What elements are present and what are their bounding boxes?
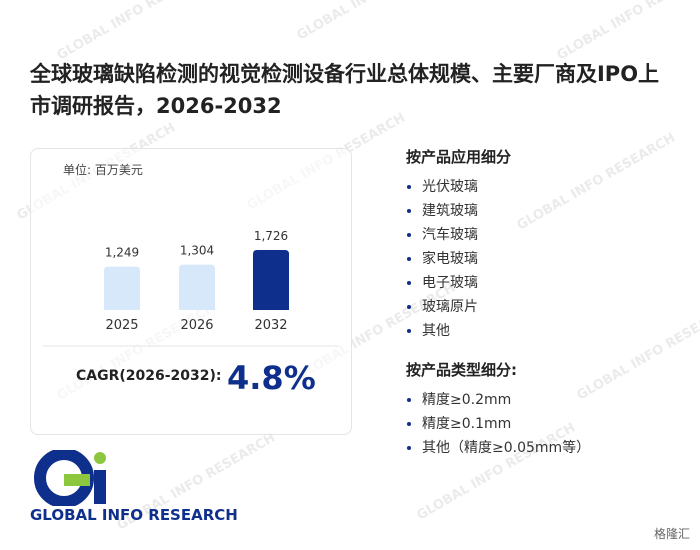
section-heading: 按产品应用细分 — [406, 148, 512, 166]
watermark: GLOBAL INFO RESEARCH — [55, 0, 218, 63]
source-badge: 格隆汇 — [653, 527, 690, 541]
list-item: 电子玻璃 — [422, 271, 696, 295]
list-item: 光伏玻璃 — [422, 175, 696, 199]
cagr-label: CAGR(2026-2032): — [76, 368, 222, 384]
value-label: 1,726 — [254, 229, 288, 243]
x-tick-label: 2032 — [254, 318, 287, 333]
bar — [179, 264, 215, 310]
item-list: 光伏玻璃建筑玻璃汽车玻璃家电玻璃电子玻璃玻璃原片其他 — [406, 175, 696, 343]
chart: 单位: 百万美元 CAGR(2026-2032): 4.8% 1,249 2025… — [43, 162, 339, 397]
cagr-value: 4.8% — [227, 359, 316, 397]
section-heading: 按产品类型细分: — [406, 361, 517, 379]
list-item: 家电玻璃 — [422, 247, 696, 271]
list-item: 精度≥0.2mm — [422, 388, 696, 412]
chart-card: 单位: 百万美元 CAGR(2026-2032): 4.8% 1,249 2025… — [30, 148, 352, 435]
list-item: 精度≥0.1mm — [422, 412, 696, 436]
section: 按产品类型细分: 精度≥0.2mm精度≥0.1mm其他（精度≥0.05mm等） — [406, 359, 696, 460]
x-tick-label: 2025 — [105, 318, 138, 333]
logo-mark — [34, 450, 106, 506]
title: 全球玻璃缺陷检测的视觉检测设备行业总体规模、主要厂商及IPO上市调研报告，202… — [30, 62, 660, 118]
section: 按产品应用细分光伏玻璃建筑玻璃汽车玻璃家电玻璃电子玻璃玻璃原片其他 — [406, 146, 696, 343]
value-label: 1,249 — [105, 246, 139, 260]
item-list: 精度≥0.2mm精度≥0.1mm其他（精度≥0.05mm等） — [406, 388, 696, 460]
unit: 单位: 百万美元 — [63, 162, 143, 177]
list-item: 其他 — [422, 319, 696, 343]
list-item: 汽车玻璃 — [422, 223, 696, 247]
x-tick-label: 2026 — [180, 318, 213, 333]
list-item: 其他（精度≥0.05mm等） — [422, 436, 696, 460]
watermark: GLOBAL INFO RESEARCH — [295, 0, 458, 43]
bar — [104, 266, 140, 310]
bar — [253, 250, 289, 310]
logo-text: GLOBAL INFO RESEARCH — [30, 506, 238, 524]
sections: 按产品应用细分光伏玻璃建筑玻璃汽车玻璃家电玻璃电子玻璃玻璃原片其他按产品类型细分… — [406, 146, 696, 476]
list-item: 建筑玻璃 — [422, 199, 696, 223]
watermark: GLOBAL INFO RESEARCH — [555, 0, 700, 63]
list-item: 玻璃原片 — [422, 295, 696, 319]
value-label: 1,304 — [180, 244, 214, 258]
